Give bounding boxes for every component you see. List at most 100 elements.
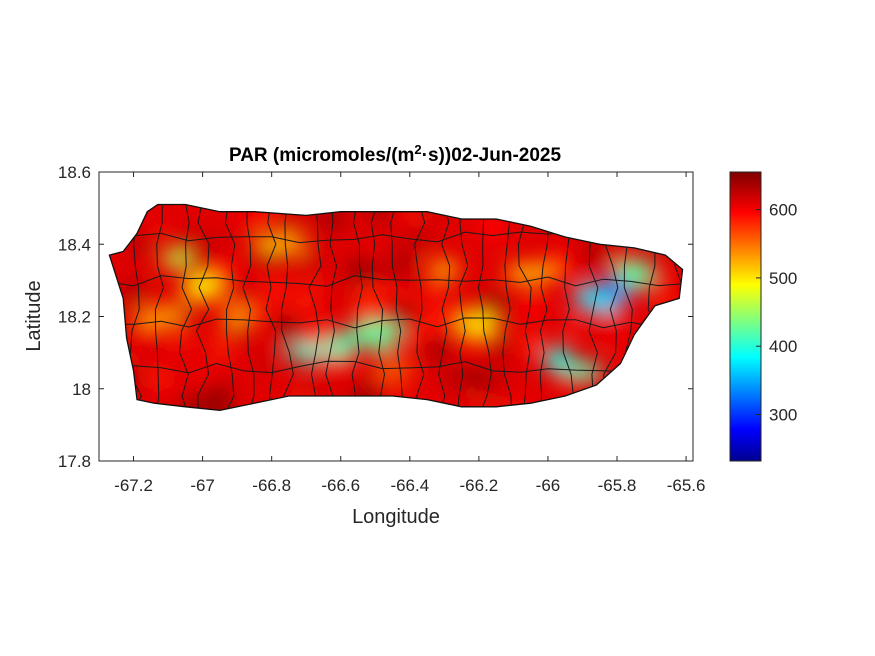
- y-tick-label: 18.4: [58, 235, 91, 254]
- municipality-line: [414, 204, 426, 411]
- par-hotspot: [326, 332, 355, 359]
- par-speckle: [518, 332, 541, 355]
- par-hotspot: [349, 321, 402, 348]
- par-hotspot: [135, 307, 188, 326]
- municipality-line: [502, 204, 513, 411]
- par-speckle: [490, 339, 510, 358]
- par-speckle: [565, 315, 582, 333]
- par-speckle: [372, 349, 390, 367]
- par-hotspot: [223, 303, 252, 330]
- municipality-line: [538, 204, 550, 411]
- municipality-line: [109, 317, 683, 330]
- municipality-line: [370, 204, 386, 411]
- par-speckle: [259, 353, 275, 369]
- x-tick-label: -65.6: [667, 476, 706, 495]
- par-speckle: [298, 248, 328, 278]
- municipality-line: [325, 204, 338, 411]
- par-speckle: [120, 279, 146, 306]
- x-tick-label: -66.4: [390, 476, 429, 495]
- colorbar: 300 400 500 600: [729, 171, 797, 462]
- par-speckle: [260, 274, 287, 301]
- x-tick-label: -66.6: [321, 476, 360, 495]
- par-speckle: [137, 345, 160, 368]
- island-outline: [108, 203, 684, 412]
- x-ticks: -67.2 -67 -66.8 -66.6 -66.4 -66.2 -66 -65.8 -65.…: [114, 172, 705, 495]
- par-hotspot: [458, 310, 499, 337]
- par-speckle: [275, 316, 301, 343]
- y-tick-label: 17.8: [58, 452, 91, 471]
- municipality-line: [390, 204, 403, 411]
- y-tick-label: 18.6: [58, 163, 91, 182]
- par-speckle: [422, 335, 450, 363]
- par-speckle: [387, 284, 405, 302]
- par-speckle: [596, 309, 625, 338]
- par-speckle: [414, 228, 430, 244]
- y-tick-label: 18.2: [58, 308, 91, 327]
- municipality-line: [517, 204, 532, 411]
- municipality-line: [179, 204, 193, 411]
- x-tick-label: -67: [190, 476, 215, 495]
- municipality-line: [477, 204, 492, 411]
- x-tick-label: -65.8: [598, 476, 637, 495]
- par-speckle: [224, 293, 237, 307]
- municipality-line: [351, 204, 363, 411]
- par-speckle: [580, 241, 605, 266]
- y-axis-label: Latitude: [23, 280, 45, 351]
- municipality-line: [196, 204, 210, 411]
- municipality-line: [109, 360, 683, 374]
- par-speckle: [189, 364, 212, 387]
- par-speckle: [153, 219, 167, 233]
- x-tick-label: -66.2: [460, 476, 499, 495]
- par-speckle: [478, 213, 507, 243]
- par-speckle: [482, 386, 500, 403]
- colorbar-tick-label: 500: [769, 269, 797, 288]
- x-tick-label: -66.8: [252, 476, 291, 495]
- municipality-line: [456, 204, 469, 411]
- par-speckle: [389, 304, 416, 331]
- x-tick-label: -67.2: [114, 476, 153, 495]
- par-speckle: [442, 367, 469, 394]
- par-speckle: [354, 281, 383, 310]
- par-speckle: [176, 243, 209, 275]
- par-speckle: [353, 256, 368, 271]
- par-speckle: [573, 275, 587, 289]
- colorbar-ticks: 300 400 500 600: [756, 201, 797, 425]
- colorbar-tick-label: 600: [769, 201, 797, 220]
- chart-title: PAR (micromoles/(m2·s))02-Jun-2025: [229, 142, 562, 167]
- par-speckle: [390, 237, 418, 266]
- municipality-line: [109, 275, 683, 287]
- par-speckle: [210, 334, 235, 359]
- par-hotspot: [372, 361, 413, 380]
- par-speckle: [484, 370, 500, 386]
- par-speckle: [129, 320, 162, 353]
- par-hotspot: [182, 274, 223, 301]
- par-speckle: [144, 364, 169, 389]
- y-tick-label: 18: [72, 380, 91, 399]
- par-speckle: [521, 295, 546, 320]
- par-hotspot: [252, 235, 305, 254]
- par-speckle: [654, 273, 674, 293]
- par-speckle: [291, 291, 316, 316]
- par-speckle: [133, 238, 149, 253]
- x-tick-label: -66: [536, 476, 561, 495]
- par-hotspot: [160, 249, 189, 268]
- par-speckle: [423, 281, 444, 302]
- par-speckle: [238, 284, 253, 300]
- colorbar-tick-label: 300: [769, 406, 797, 425]
- colorbar-tick-label: 400: [769, 337, 797, 356]
- par-speckle: [249, 300, 272, 323]
- par-hotspot: [286, 343, 327, 362]
- plot-area: -67.2 -67 -66.8 -66.6 -66.4 -66.2 -66 -65.8 -65.…: [58, 163, 706, 495]
- municipality-line: [437, 204, 451, 411]
- colorbar-gradient: [729, 171, 762, 462]
- par-hotspot: [504, 264, 557, 283]
- par-speckle: [560, 375, 573, 388]
- municipality-line: [154, 204, 165, 411]
- municipality-line: [308, 204, 322, 411]
- x-axis-label: Longitude: [352, 506, 440, 528]
- municipality-line: [281, 204, 294, 411]
- y-ticks: 17.8 18 18.2 18.4 18.6: [58, 163, 693, 471]
- par-hotspot: [430, 260, 459, 279]
- par-speckle: [465, 368, 489, 392]
